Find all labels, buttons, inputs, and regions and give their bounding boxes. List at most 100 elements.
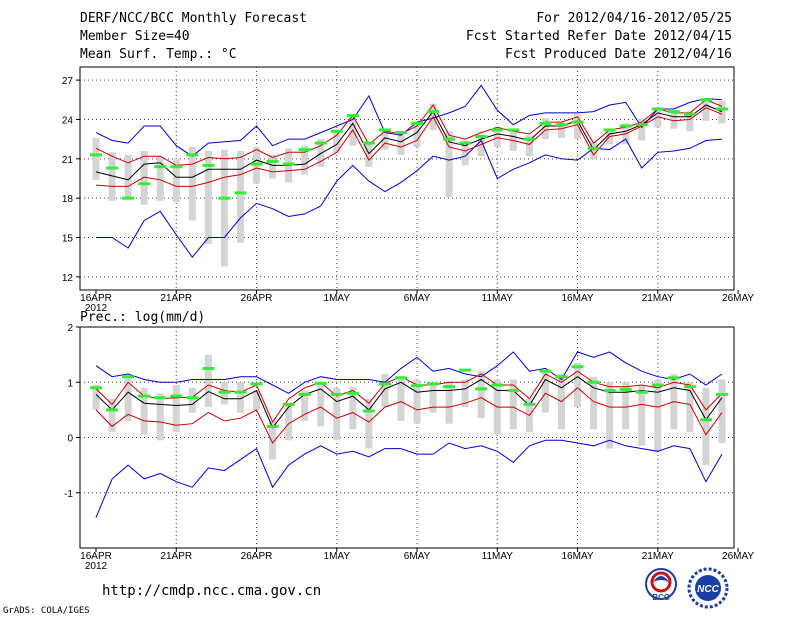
temp-range-box: [108, 152, 116, 201]
prec-range-box: [702, 387, 710, 466]
bcc-logo: BCC: [640, 566, 682, 608]
temp-x-tick-label: 11MAY: [482, 293, 514, 304]
temp-frame: [79, 66, 735, 291]
prec-range-box: [253, 390, 261, 410]
prec-range-box: [188, 387, 196, 413]
grads-credit: GrADS: COLA/IGES: [3, 606, 90, 616]
prec-x-tick-label: 11MAY: [482, 551, 514, 562]
refer-date: Fcst Started Refer Date 2012/04/15: [465, 29, 732, 44]
prec-range-box: [204, 354, 212, 408]
temp-y-tick-label: 15: [62, 234, 74, 245]
prec-frame: [79, 326, 735, 549]
temp-range-box: [172, 158, 180, 203]
prec-range-box: [477, 371, 485, 419]
temp-y-tick-label: 27: [62, 76, 74, 87]
prec-x-tick-label: 16APR: [80, 551, 112, 562]
prec-range-box: [606, 382, 614, 449]
prec-range-box: [413, 379, 421, 424]
prec-range-box: [269, 420, 277, 460]
temp-range-box: [92, 137, 100, 180]
prec-range-box: [654, 379, 662, 452]
prec-year-label: 2012: [85, 561, 108, 572]
prec-range-box: [541, 371, 549, 413]
temp-y-tick-label: 18: [62, 194, 74, 205]
prec-range-box: [365, 398, 373, 449]
prec-line-spread-lower: [95, 387, 723, 444]
ncc-logo-text: NCC: [697, 584, 719, 595]
temp-range-box: [365, 143, 373, 167]
temp-range-box: [333, 131, 341, 154]
temp-range-box: [686, 111, 694, 132]
prec-range-box: [397, 376, 405, 421]
temp-range-box: [477, 135, 485, 157]
prec-range-box: [92, 385, 100, 410]
temp-range-box: [397, 131, 405, 155]
prec-range-box: [718, 379, 726, 444]
temp-x-tick-label: 6MAY: [404, 293, 431, 304]
temp-line-spread-lower: [95, 107, 723, 187]
temp-range-box: [156, 156, 164, 201]
temp-range-box: [124, 154, 132, 200]
prec-range-box: [381, 373, 389, 408]
chart-title: DERF/NCC/BCC Monthly Forecast: [80, 11, 307, 26]
prec-line-ensemble-min: [95, 439, 723, 518]
prec-range-box: [301, 390, 309, 421]
temp-range-box: [220, 149, 228, 267]
prec-range-box: [686, 382, 694, 432]
prec-range-box: [461, 379, 469, 408]
footer-url[interactable]: http://cmdp.ncc.cma.gov.cn: [102, 583, 322, 599]
prec-range-box: [509, 379, 517, 430]
prec-x-tick-label: 1MAY: [324, 551, 351, 562]
temp-line-spread-upper: [95, 99, 723, 166]
temp-range-box: [654, 107, 662, 128]
prec-line-spread-upper: [95, 370, 723, 424]
prec-range-box: [156, 393, 164, 441]
prec-range-box: [236, 382, 244, 413]
prec-range-box: [638, 385, 646, 446]
prec-x-tick-label: 6MAY: [404, 551, 431, 562]
temp-range-box: [493, 127, 501, 148]
temp-range-box: [204, 150, 212, 245]
temp-range-box: [140, 150, 148, 205]
ncc-logo: NCC: [684, 566, 732, 610]
prec-line-ensemble-max: [95, 351, 723, 394]
temp-line-ensemble-min: [96, 138, 723, 259]
prec-x-tick-label: 26APR: [241, 551, 273, 562]
temp-range-box: [638, 118, 646, 141]
prec-range-box: [349, 386, 357, 430]
prec-range-box: [285, 404, 293, 441]
temp-range-box: [509, 128, 517, 151]
temp-range-box: [541, 118, 549, 140]
temp-x-tick-label: 26APR: [241, 293, 273, 304]
prec-range-box: [108, 398, 116, 432]
prec-x-tick-label: 21MAY: [642, 551, 674, 562]
variable-label: Mean Surf. Temp.: °C: [80, 47, 237, 62]
prec-line-ensemble-mean: [95, 376, 723, 429]
temp-range-box: [445, 131, 453, 197]
precip-label: Prec.: log(mm/d): [80, 310, 206, 325]
temp-line-ensemble-max: [95, 84, 723, 157]
prec-y-tick-label: -1: [64, 489, 73, 500]
temp-x-tick-label: 16APR: [80, 293, 112, 304]
temp-y-tick-label: 12: [62, 273, 74, 284]
temp-range-box: [413, 124, 421, 148]
temp-x-tick-label: 1MAY: [324, 293, 351, 304]
temp-x-tick-label: 21MAY: [642, 293, 674, 304]
temp-range-box: [557, 122, 565, 138]
prec-range-box: [124, 376, 132, 421]
prec-range-box: [429, 382, 437, 413]
temp-range-box: [670, 111, 678, 129]
prec-range-box: [622, 382, 630, 430]
prec-range-box: [590, 376, 598, 430]
prec-range-box: [445, 382, 453, 424]
prec-y-tick-label: 2: [67, 323, 73, 334]
temp-range-box: [702, 98, 710, 121]
prec-x-tick-label: 26MAY: [722, 551, 754, 562]
temp-range-box: [317, 139, 325, 167]
temp-range-box: [236, 150, 244, 243]
temp-x-tick-label: 26MAY: [722, 293, 754, 304]
prec-y-tick-label: 1: [67, 378, 73, 389]
temp-line-ensemble-mean: [95, 104, 723, 181]
forecast-period: For 2012/04/16-2012/05/25: [536, 11, 732, 26]
